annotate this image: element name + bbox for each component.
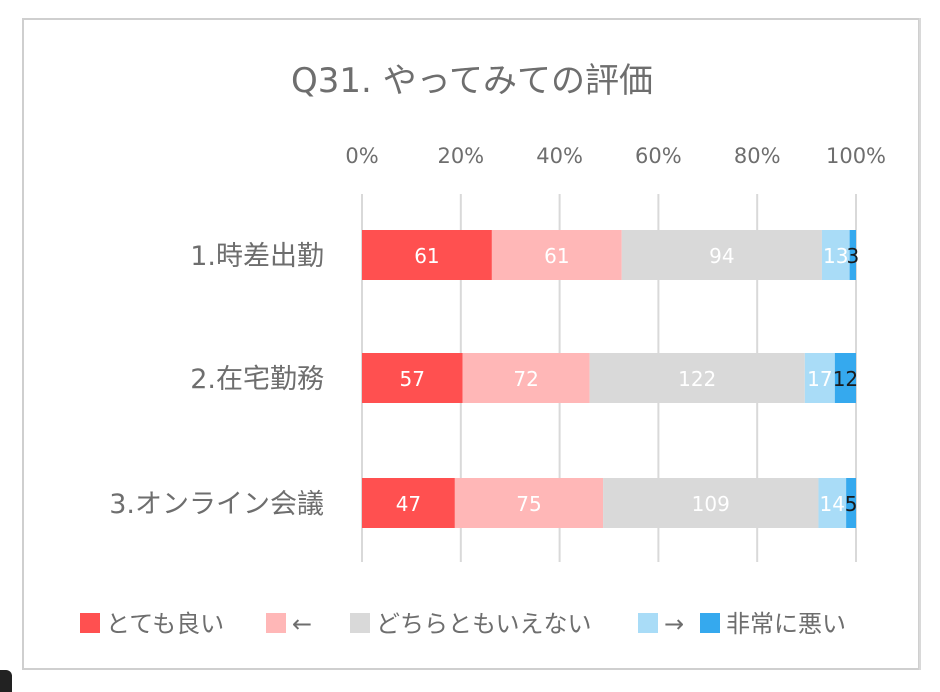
bar-segment: [589, 353, 805, 403]
bar-segment: [454, 478, 604, 528]
adjacent-panel-edge: [919, 18, 921, 670]
data-label: 75: [516, 492, 541, 516]
x-tick-label: 60%: [635, 144, 682, 168]
data-label: 94: [709, 244, 734, 268]
legend-label: とても良い: [106, 610, 224, 638]
bar-segment: [621, 230, 822, 280]
chart-frame: [22, 18, 920, 670]
data-label: 47: [396, 492, 421, 516]
bar-segment: [462, 353, 590, 403]
category-label: 2.在宅勤務: [190, 364, 324, 395]
data-label: 5: [845, 492, 858, 516]
legend-swatch: [80, 613, 100, 633]
bar-segment: [603, 478, 819, 528]
bar-segment: [849, 230, 856, 280]
category-label: 3.オンライン会議: [109, 489, 324, 520]
data-label: 72: [513, 367, 538, 391]
legend: とても良い ← どちらともいえない → 非常に悪い: [80, 610, 846, 638]
bar-segment: [491, 230, 622, 280]
data-label: 17: [807, 367, 832, 391]
bar-segment: [362, 478, 455, 528]
legend-swatch: [350, 613, 370, 633]
x-tick-label: 40%: [536, 144, 583, 168]
corner-mark: [0, 670, 12, 692]
x-tick-label: 20%: [437, 144, 484, 168]
bar-segment: [362, 353, 463, 403]
bar-segment: [818, 478, 847, 528]
bar-segment: [821, 230, 850, 280]
data-label: 57: [400, 367, 425, 391]
data-label: 61: [544, 244, 569, 268]
data-labels: 61 61 94 133 57 72 122 17 12 47 75 109 14 5: [396, 244, 859, 516]
x-axis-ticks: 0% 20% 40% 60% 80% 100%: [345, 144, 886, 168]
legend-label: どちらともいえない: [376, 610, 592, 638]
data-label: 122: [678, 367, 716, 391]
x-tick-label: 100%: [826, 144, 886, 168]
category-labels: 1.時差出勤 2.在宅勤務 3.オンライン会議: [109, 241, 324, 520]
bar-segment: [834, 353, 856, 403]
data-label: 61: [414, 244, 439, 268]
legend-swatch: [266, 613, 286, 633]
chart-title: Q31. やってみての評価: [291, 61, 653, 101]
data-label: 12: [833, 367, 858, 391]
legend-swatch: [700, 613, 720, 633]
data-label: 109: [692, 492, 730, 516]
category-label: 1.時差出勤: [190, 241, 324, 272]
data-label: 13: [823, 244, 848, 268]
legend-label: →: [664, 610, 684, 638]
bar-segment: [804, 353, 835, 403]
data-label: 3: [846, 244, 859, 268]
bar-segment: [846, 478, 856, 528]
data-label: 14: [820, 492, 845, 516]
legend-swatch: [638, 613, 658, 633]
legend-label: ←: [292, 610, 312, 638]
legend-label: 非常に悪い: [726, 610, 846, 638]
x-tick-label: 80%: [734, 144, 781, 168]
x-tick-label: 0%: [345, 144, 378, 168]
bar-segment: [362, 230, 492, 280]
bars: [362, 230, 856, 528]
